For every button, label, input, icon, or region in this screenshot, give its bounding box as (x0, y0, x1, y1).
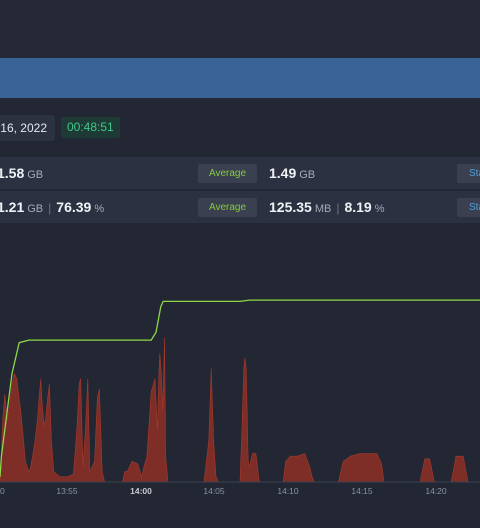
usage-percent-value: 76.39 (56, 199, 92, 215)
average-button[interactable]: Average (198, 198, 257, 217)
memory-average-value: 1.49 (269, 165, 297, 181)
area-series-layer (0, 337, 480, 483)
usage-current: 1.21 GB | 76.39% (0, 191, 104, 225)
memory-average-unit: GB (299, 169, 316, 181)
separator: | (48, 201, 52, 215)
x-axis-ticks: 0 13:55 14:00 14:05 14:10 14:15 14:20 (0, 486, 447, 496)
row-divider (0, 189, 480, 191)
usage-line (0, 299, 480, 477)
memory-current-value: 1.58 (0, 165, 25, 181)
stats-button[interactable]: Sta (457, 164, 480, 183)
x-tick-label: 14:10 (277, 486, 299, 496)
average-button[interactable]: Average (198, 164, 257, 183)
x-tick-label: 0 (0, 486, 5, 496)
x-tick-label: 14:00 (130, 486, 152, 496)
x-tick-label: 14:15 (351, 486, 373, 496)
usage-chart: 0 13:55 14:00 14:05 14:10 14:15 14:20 (0, 299, 480, 496)
usage-average-percent: 8.19 (344, 199, 372, 215)
blue-header-bar (0, 58, 480, 98)
x-tick-label: 14:20 (425, 486, 447, 496)
date-range-button[interactable]: 16, 2022 (0, 115, 55, 141)
line-series-layer (0, 299, 480, 477)
usage-average-unit: MB (314, 203, 332, 215)
x-tick-label: 14:05 (203, 486, 225, 496)
traffic-area (0, 337, 480, 483)
session-timer-badge: 00:48:51 (61, 117, 120, 138)
usage-average: 125.35 MB | 8.19% (269, 191, 384, 225)
memory-current-unit: GB (27, 169, 44, 181)
usage-average-value: 125.35 (269, 199, 312, 215)
separator: | (336, 201, 340, 215)
top-bar (0, 0, 480, 58)
usage-current-value: 1.21 (0, 199, 25, 215)
stats-button[interactable]: Sta (457, 198, 480, 217)
x-tick-label: 13:55 (56, 486, 78, 496)
usage-percent-unit: % (94, 203, 105, 215)
usage-current-unit: GB (27, 203, 44, 215)
memory-average: 1.49 GB (269, 157, 315, 191)
memory-current: 1.58 GB (0, 157, 43, 191)
usage-average-percent-unit: % (374, 203, 385, 215)
